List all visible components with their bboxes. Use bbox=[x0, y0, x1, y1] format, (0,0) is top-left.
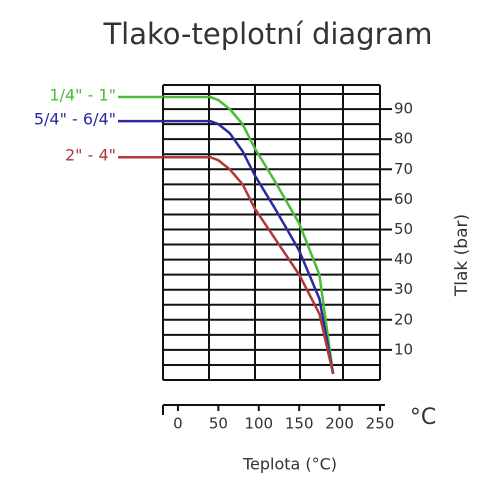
series-line bbox=[163, 119, 335, 375]
x-tick-label: 200 bbox=[325, 415, 354, 433]
y-tick-label: 70 bbox=[394, 160, 413, 178]
legend-label: 5/4" - 6/4" bbox=[34, 110, 116, 129]
legend-label: 2" - 4" bbox=[65, 146, 116, 165]
y-tick-label: 10 bbox=[394, 340, 413, 358]
legend-label: 1/4" - 1" bbox=[49, 86, 116, 105]
y-tick-label: 30 bbox=[394, 280, 413, 298]
chart-title: Tlako-teplotní diagram bbox=[102, 17, 432, 51]
y-tick-label: 90 bbox=[394, 100, 413, 118]
x-axis-label: Teplota (°C) bbox=[242, 455, 337, 474]
y-tick-label: 80 bbox=[394, 130, 413, 148]
y-tick-label: 40 bbox=[394, 250, 413, 268]
series-line bbox=[163, 95, 335, 375]
y-tick-label: 20 bbox=[394, 310, 413, 328]
x-tick-label: 250 bbox=[366, 415, 395, 433]
y-tick-label: 60 bbox=[394, 190, 413, 208]
x-tick-label: 100 bbox=[244, 415, 273, 433]
x-tick-label: 0 bbox=[173, 415, 183, 433]
y-tick-label: 50 bbox=[394, 220, 413, 238]
x-unit: °C bbox=[410, 405, 436, 430]
x-tick-label: 50 bbox=[209, 415, 228, 433]
series-line bbox=[163, 155, 335, 375]
x-tick-label: 150 bbox=[285, 415, 314, 433]
y-axis-label: Tlak (bar) bbox=[452, 214, 472, 297]
